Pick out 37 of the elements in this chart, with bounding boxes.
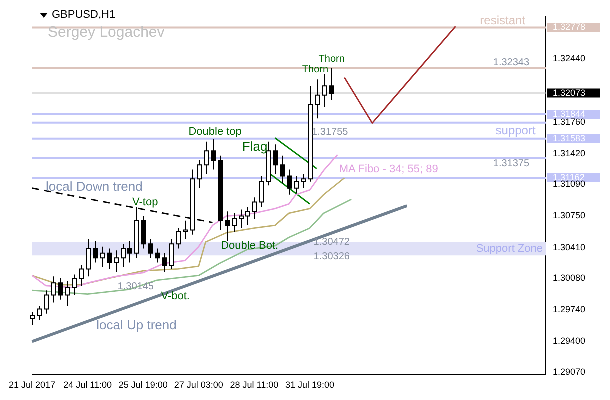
annotation: 1.31375 — [493, 158, 530, 170]
y-tick-label: 1.32073 — [553, 88, 586, 98]
annotation: 1.32343 — [493, 58, 530, 69]
x-tick-label: 28 Jul 11:00 — [230, 380, 279, 390]
x-tick-label: 25 Jul 19:00 — [118, 380, 168, 390]
x-tick-label: 31 Jul 19:00 — [285, 380, 334, 390]
annotation: local Up trend — [96, 317, 177, 332]
annotation: resistant — [480, 13, 526, 28]
annotation: Double Bot. — [221, 240, 279, 252]
y-tick-label: 1.29740 — [553, 304, 586, 315]
y-tick-label: 1.31420 — [553, 148, 586, 158]
y-tick-label: 1.29400 — [553, 336, 586, 346]
annotation: V-bot. — [161, 290, 190, 302]
annotation: MA Fibo - 34; 55; 89 — [339, 163, 438, 176]
annotation: local Down trend — [46, 178, 143, 194]
y-tick-label: 1.32778 — [553, 22, 586, 32]
y-tick-label: 1.30080 — [553, 273, 586, 284]
annotation: Flag — [242, 138, 268, 154]
x-tick-label: 24 Jul 11:00 — [64, 380, 112, 390]
x-tick-label: 27 Jul 03:00 — [174, 380, 224, 390]
y-tick-label: 1.30410 — [553, 242, 586, 252]
y-tick-label: 1.31760 — [553, 116, 586, 127]
y-tick-label: 1.30750 — [553, 210, 586, 221]
annotation: 1.30326 — [314, 251, 350, 262]
y-tick-label: 1.29070 — [553, 366, 586, 377]
annotation: Thorn — [302, 64, 329, 76]
band-label: Support Zone — [476, 242, 543, 255]
annotation: V-top — [132, 196, 158, 208]
annotation: support — [496, 124, 536, 138]
annotation: Thorn — [318, 54, 345, 65]
chart-title: GBPUSD,H1 — [52, 9, 116, 21]
y-tick-label: 1.31844 — [553, 109, 586, 120]
y-tick-label: 1.32440 — [553, 54, 586, 64]
text: Sergey Logachev — [48, 24, 165, 41]
x-tick-label: 21 Jul 2017 — [8, 380, 56, 390]
annotation: Double top — [188, 126, 242, 138]
y-tick-label: 1.31583 — [553, 133, 586, 144]
